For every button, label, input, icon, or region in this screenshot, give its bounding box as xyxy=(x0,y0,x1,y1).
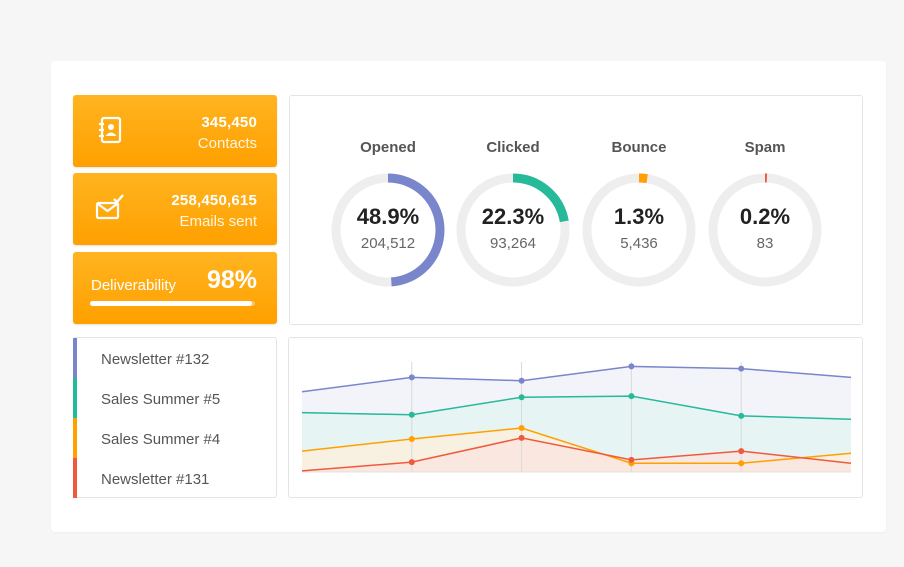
metric-title: Clicked xyxy=(486,139,540,156)
spam-metric[interactable]: Spam 0.2% 83 xyxy=(705,96,825,296)
campaign-name: Newsletter #132 xyxy=(101,351,210,368)
opened-donut xyxy=(331,173,445,287)
series-3-point[interactable] xyxy=(628,456,635,463)
campaign-trend-chart[interactable] xyxy=(289,338,864,499)
series-2-point[interactable] xyxy=(408,436,415,442)
envelope-check-icon xyxy=(95,194,124,220)
contacts-stat-card[interactable]: 345,450 Contacts xyxy=(73,95,277,167)
series-0-point[interactable] xyxy=(738,365,745,372)
metric-percent: 22.3% xyxy=(481,204,545,229)
deliverability-value: 98% xyxy=(206,266,257,294)
bounce-metric[interactable]: Bounce 1.3% 5,436 xyxy=(579,96,699,296)
clicked-metric[interactable]: Clicked 22.3% 93,264 xyxy=(453,96,573,296)
series-0-point[interactable] xyxy=(518,377,525,384)
series-1-point[interactable] xyxy=(628,393,635,400)
metric-title: Opened xyxy=(360,139,416,156)
emails-sent-count: 258,450,615 xyxy=(171,192,257,209)
series-3-point[interactable] xyxy=(408,459,415,466)
spam-arc xyxy=(708,173,822,287)
series-0-point[interactable] xyxy=(408,374,415,381)
metric-title: Bounce xyxy=(611,139,667,156)
metric-percent: 48.9% xyxy=(356,204,420,229)
deliverability-progress-track xyxy=(90,301,255,306)
metric-count: 204,512 xyxy=(360,235,416,252)
series-1-line xyxy=(301,395,852,420)
series-2-line xyxy=(301,427,852,464)
campaign-list: Newsletter #132 Sales Summer #5 Sales Su… xyxy=(73,337,277,498)
campaign-name: Sales Summer #4 xyxy=(101,431,221,448)
campaign-color-bar xyxy=(73,458,77,498)
bounce-donut xyxy=(582,173,696,287)
series-2-point[interactable] xyxy=(518,425,525,431)
series-1-point[interactable] xyxy=(518,394,525,401)
campaign-item[interactable]: Sales Summer #4 xyxy=(73,418,277,458)
campaign-name: Sales Summer #5 xyxy=(101,391,221,408)
campaign-color-bar xyxy=(73,378,77,418)
contacts-count: 345,450 xyxy=(201,114,257,131)
contacts-label: Contacts xyxy=(197,135,257,152)
campaign-name: Newsletter #131 xyxy=(101,471,210,488)
campaign-color-bar xyxy=(73,338,77,378)
clicked-donut xyxy=(456,173,570,287)
deliverability-progress-fill xyxy=(90,301,252,306)
emails-sent-stat-card[interactable]: 258,450,615 Emails sent xyxy=(73,173,277,245)
opened-arc xyxy=(331,173,445,287)
deliverability-stat-card[interactable]: Deliverability 98% xyxy=(73,252,277,324)
spam-donut xyxy=(708,173,822,287)
series-3-point[interactable] xyxy=(738,448,745,455)
series-1-point[interactable] xyxy=(408,411,415,418)
series-0-line xyxy=(301,365,852,393)
metric-percent: 0.2% xyxy=(739,204,791,229)
metric-count: 83 xyxy=(756,235,774,252)
series-0-point[interactable] xyxy=(628,363,635,370)
series-1-point[interactable] xyxy=(738,412,745,419)
bounce-arc xyxy=(582,173,696,287)
series-2-point[interactable] xyxy=(738,460,745,467)
campaign-item[interactable]: Newsletter #131 xyxy=(73,458,277,498)
opened-metric[interactable]: Opened 48.9% 204,512 xyxy=(328,96,448,296)
campaign-color-bar xyxy=(73,418,77,458)
metric-count: 93,264 xyxy=(490,235,536,252)
series-3-point[interactable] xyxy=(518,434,525,441)
email-metrics-panel: Opened 48.9% 204,512 Clicked 22.3% 93,26… xyxy=(289,95,863,325)
clicked-arc xyxy=(456,173,570,287)
campaign-item[interactable]: Sales Summer #5 xyxy=(73,378,277,418)
metric-percent: 1.3% xyxy=(613,204,665,229)
metric-title: Spam xyxy=(744,139,786,156)
address-book-icon xyxy=(99,116,122,144)
emails-sent-label: Emails sent xyxy=(179,213,257,230)
deliverability-label: Deliverability xyxy=(91,277,177,294)
campaign-trend-chart-panel xyxy=(288,337,863,498)
campaign-item[interactable]: Newsletter #132 xyxy=(73,338,277,378)
series-3-line xyxy=(301,437,852,472)
metric-count: 5,436 xyxy=(620,235,658,252)
